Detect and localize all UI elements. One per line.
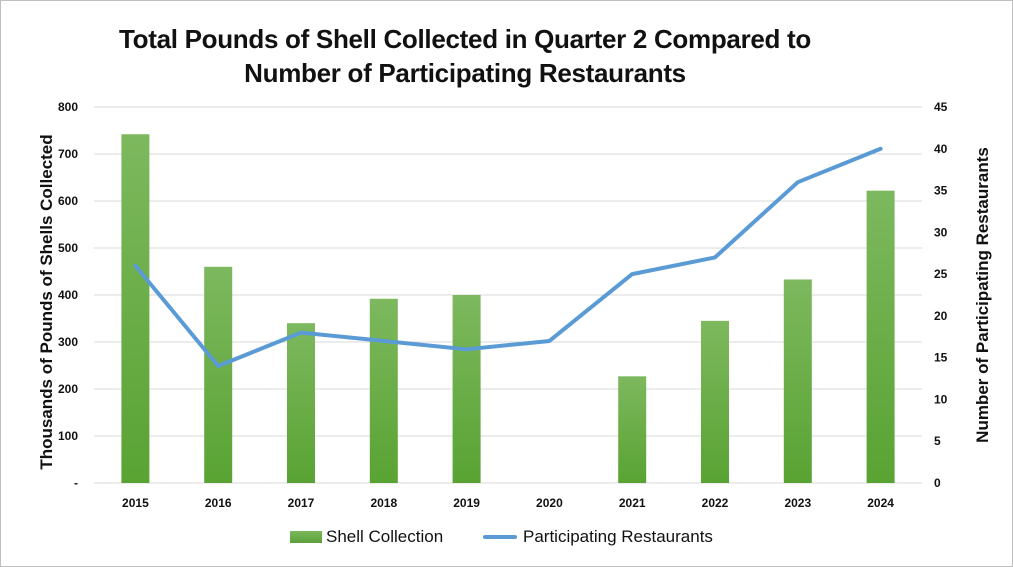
left-tick-label: 700 [58,147,78,161]
x-axis-ticks: 2015 2016 2017 2018 2019 2020 2021 2022 2023 2024 [122,496,894,510]
x-tick-label: 2021 [619,496,646,510]
left-tick-label: - [74,476,78,490]
right-tick-label: 20 [934,309,948,323]
legend-item-participating-restaurants: Participating Restaurants [483,527,713,547]
right-tick-label: 10 [934,392,948,406]
legend-bar-swatch [290,531,322,543]
x-tick-label: 2015 [122,496,149,510]
x-tick-label: 2019 [453,496,480,510]
left-tick-label: 500 [58,241,78,255]
left-tick-label: 600 [58,194,78,208]
x-tick-label: 2022 [702,496,729,510]
bar-2015 [121,134,150,483]
right-tick-label: 25 [934,267,948,281]
right-tick-label: 35 [934,184,948,198]
legend-line-swatch [483,535,517,539]
chart-title-line-1: Total Pounds of Shell Collected in Quart… [118,24,812,54]
right-tick-label: 30 [934,225,948,239]
right-axis-title: Number of Participating Restaurants [973,147,992,443]
bar-2023 [783,279,812,483]
x-tick-label: 2017 [288,496,315,510]
line-series [133,146,883,369]
x-tick-label: 2016 [205,496,232,510]
right-tick-label: 40 [934,142,948,156]
x-tick-label: 2018 [370,496,397,510]
bar-2019 [452,295,481,483]
left-tick-label: 200 [58,382,78,396]
right-tick-label: 5 [934,434,941,448]
bar-2024 [866,190,895,483]
legend-label-shell-collection: Shell Collection [326,527,444,546]
bar-2017 [287,323,315,483]
left-tick-label: 400 [58,288,78,302]
x-tick-label: 2020 [536,496,563,510]
restaurants-line [133,146,883,369]
right-tick-label: 45 [934,100,948,114]
legend-label-participating-restaurants: Participating Restaurants [523,527,713,546]
right-tick-label: 0 [934,476,941,490]
right-axis-ticks: 0 5 10 15 20 25 30 35 40 45 [934,100,948,490]
bar-2022 [701,320,729,483]
x-tick-label: 2023 [784,496,811,510]
bar-2021 [618,376,647,483]
bar-2016 [204,266,233,483]
bar-series [121,134,895,483]
x-tick-label: 2024 [867,496,894,510]
right-tick-label: 15 [934,351,948,365]
left-tick-label: 300 [58,335,78,349]
chart-title-line-2: Number of Participating Restaurants [244,58,686,88]
chart-title: Total Pounds of Shell Collected in Quart… [0,22,930,90]
legend-item-shell-collection: Shell Collection [290,527,443,547]
legend: Shell Collection Participating Restauran… [0,527,1013,551]
left-tick-label: 100 [58,429,78,443]
bar-2018 [369,298,398,483]
left-axis-title: Thousands of Pounds of Shells Collected [37,134,56,469]
left-axis-ticks: - 100 200 300 400 500 600 700 800 [58,100,78,490]
left-tick-label: 800 [58,100,78,114]
